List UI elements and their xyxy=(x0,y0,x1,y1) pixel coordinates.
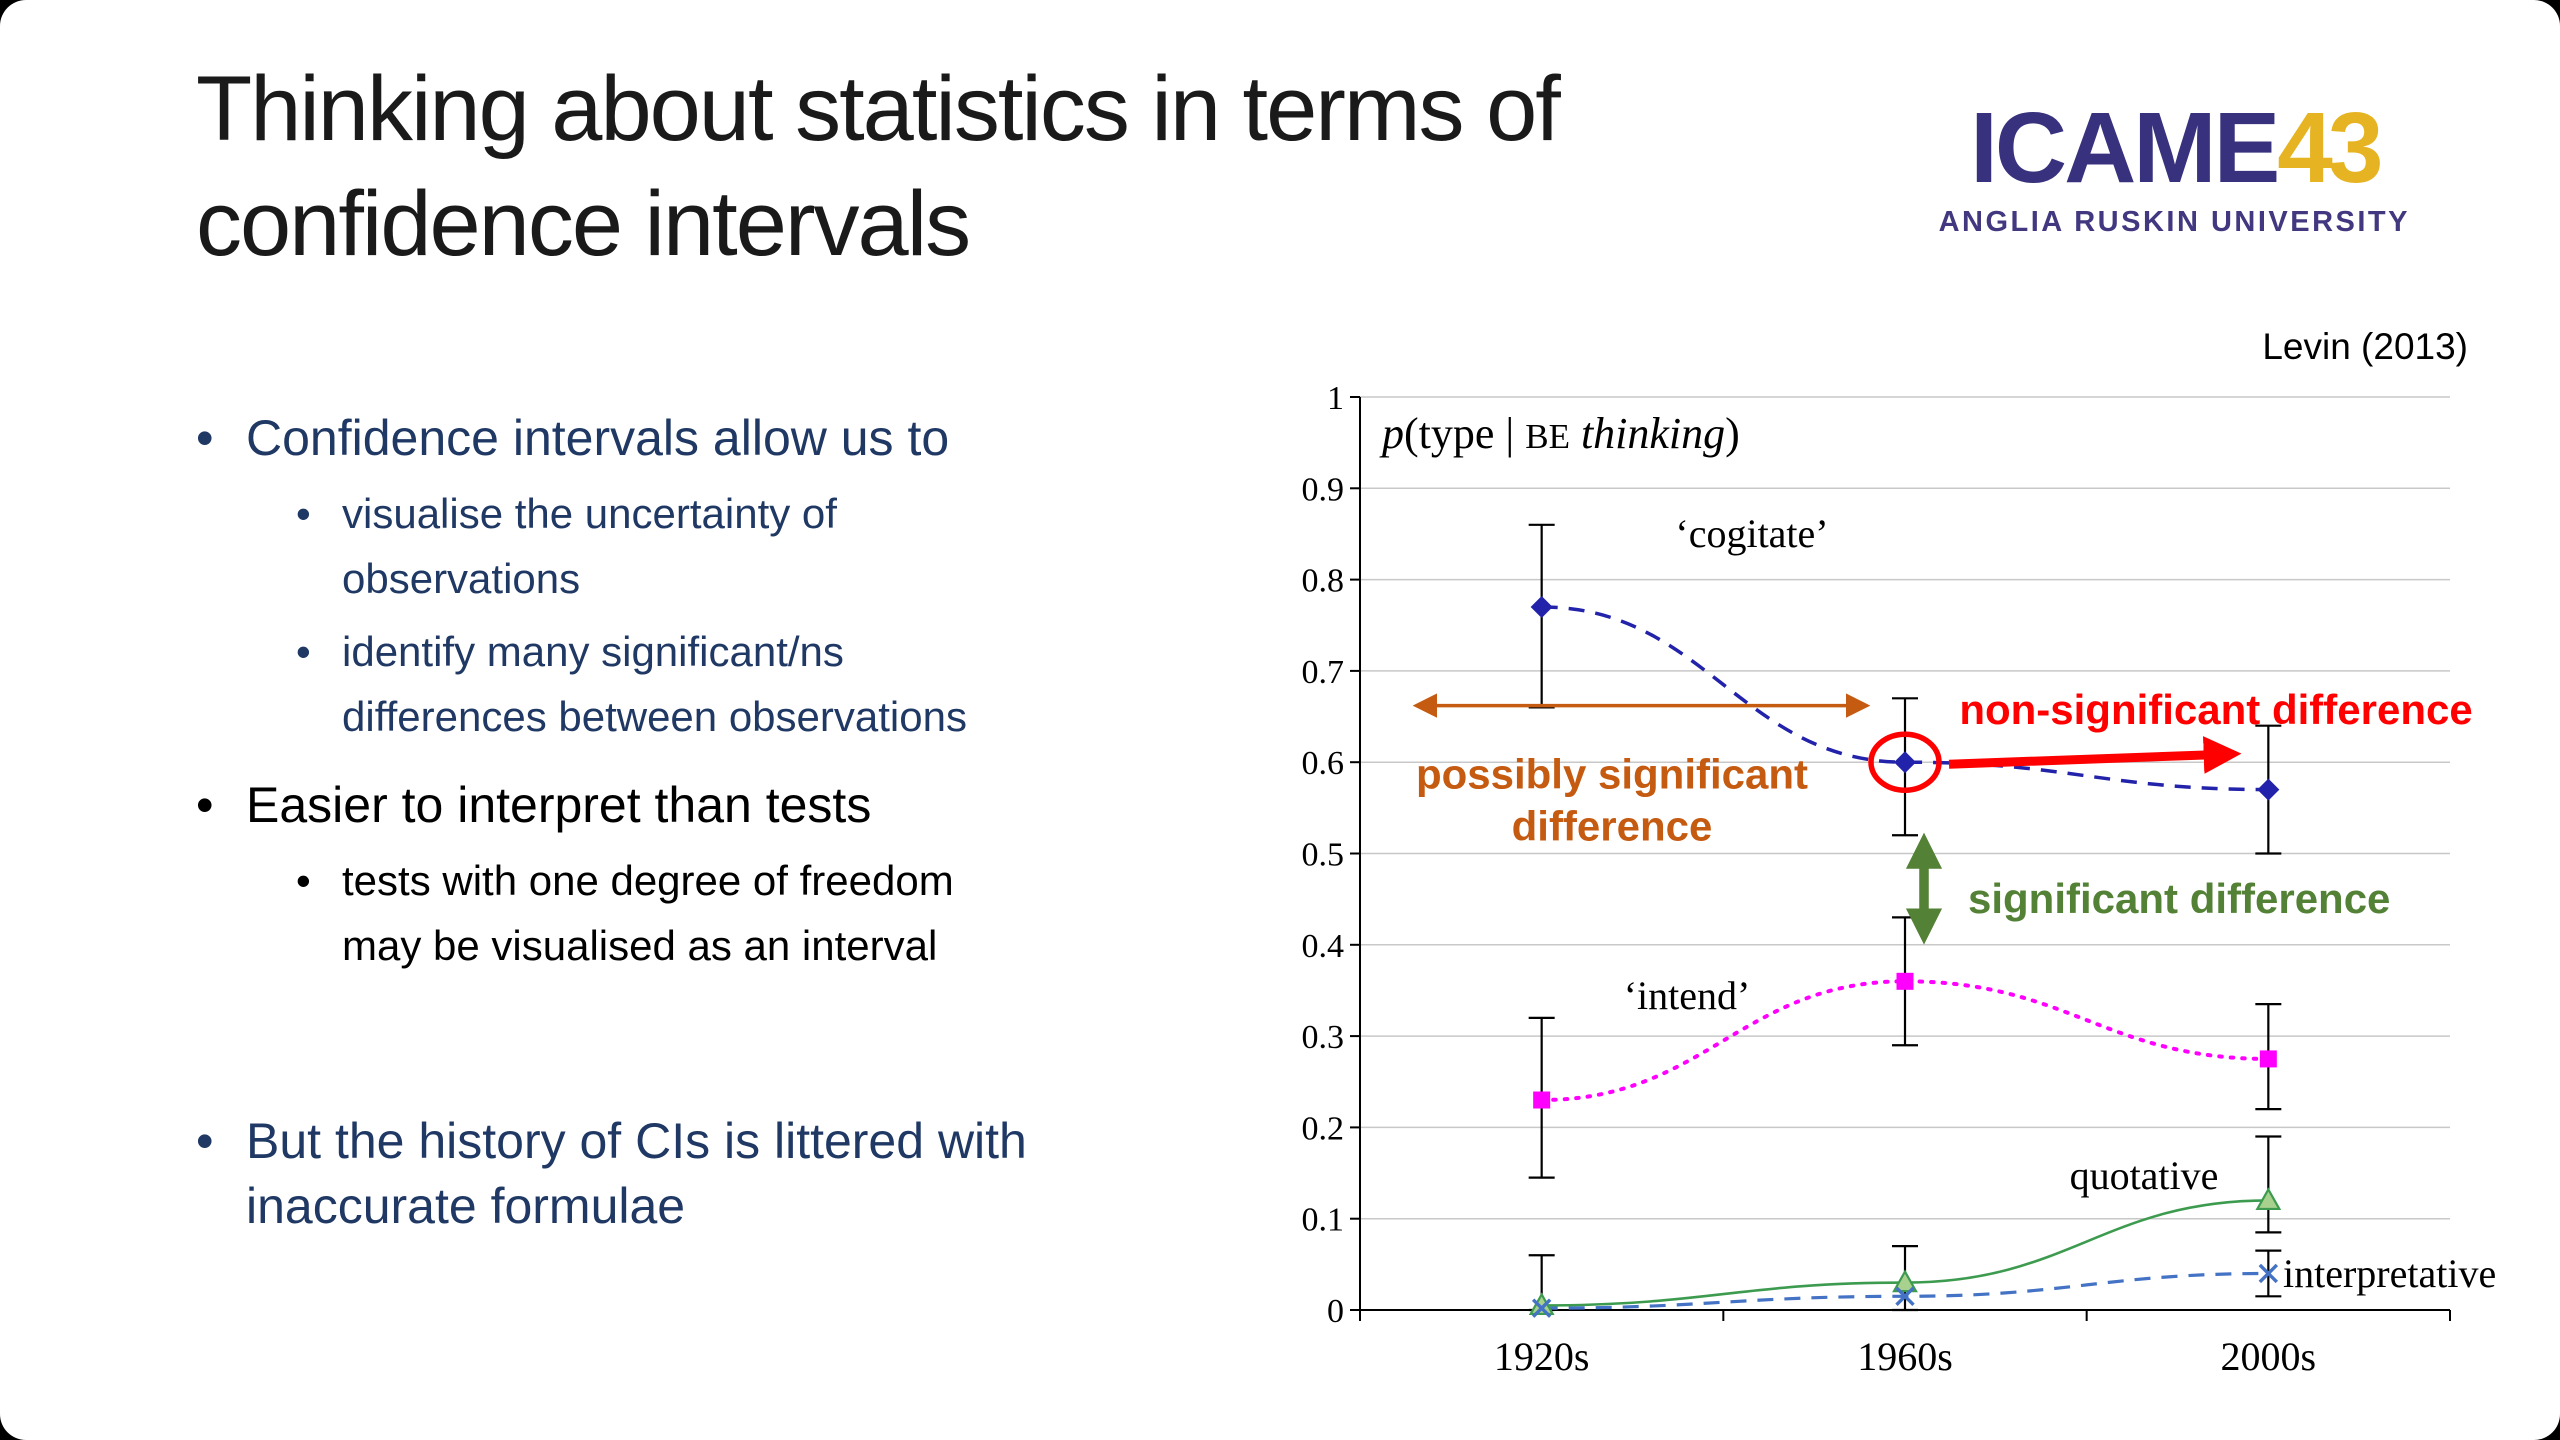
slide-title: Thinking about statistics in terms of co… xyxy=(196,52,1561,282)
bullet-text: identify many significant/ns differences… xyxy=(342,628,967,741)
svg-text:0.2: 0.2 xyxy=(1302,1110,1345,1147)
bullet-text: visualise the uncertainty of observation… xyxy=(342,490,837,603)
bullet-item: • visualise the uncertainty of observatio… xyxy=(296,481,1276,611)
non-significant-label: non-significant difference xyxy=(1959,686,2472,733)
svg-text:0.1: 0.1 xyxy=(1302,1202,1345,1239)
title-line-2: confidence intervals xyxy=(196,173,971,275)
bullet-dot: • xyxy=(296,628,311,676)
bullet-dot: • xyxy=(196,410,214,466)
svg-text:0.6: 0.6 xyxy=(1302,745,1345,782)
y-axis-labels: 0 0.1 0.2 0.3 0.4 0.5 0.6 0.7 0.8 0.9 1 xyxy=(1302,380,1360,1330)
bullet-item: • But the history of CIs is littered with… xyxy=(196,1109,1276,1239)
bullet-text: tests with one degree of freedom may be … xyxy=(342,857,954,970)
bullet-item: • identify many significant/ns difference… xyxy=(296,619,1276,749)
chart-svg: 0 0.1 0.2 0.3 0.4 0.5 0.6 0.7 0.8 0.9 1 1920s 1960s 2… xyxy=(1302,380,2497,1379)
series-markers-cogitate xyxy=(1530,595,2280,801)
bullet-dot: • xyxy=(196,1112,214,1169)
bullet-text: Confidence intervals allow us to xyxy=(246,410,950,466)
bullet-dot: • xyxy=(296,857,311,905)
title-line-1: Thinking about statistics in terms of xyxy=(196,58,1561,160)
svg-text:0: 0 xyxy=(1327,1293,1344,1330)
bullet-text: Easier to interpret than tests xyxy=(246,777,872,834)
svg-text:0.9: 0.9 xyxy=(1302,471,1345,508)
series-label-interpretative: interpretative xyxy=(2283,1251,2496,1296)
chart: 0 0.1 0.2 0.3 0.4 0.5 0.6 0.7 0.8 0.9 1 1920s 1960s 2… xyxy=(1270,372,2560,1432)
svg-text:1: 1 xyxy=(1327,380,1344,417)
svg-text:0.4: 0.4 xyxy=(1302,928,1345,965)
icame-logo-text: ICAME xyxy=(1970,92,2280,204)
bullet-item: • tests with one degree of freedom may be… xyxy=(296,848,1276,978)
bullet-dot: • xyxy=(196,777,214,834)
possibly-significant-label: possibly significant xyxy=(1416,751,1808,798)
bullet-item: • Confidence intervals allow us to xyxy=(196,406,1276,471)
svg-text:0.5: 0.5 xyxy=(1302,837,1345,874)
svg-text:2000s: 2000s xyxy=(2221,1334,2317,1379)
series-markers-interpretative xyxy=(1531,1263,2279,1318)
icame-logo-number: 43 xyxy=(2277,92,2383,204)
bullet-dot: • xyxy=(296,490,311,537)
possibly-significant-label-line2: difference xyxy=(1512,803,1713,850)
levin-citation: Levin (2013) xyxy=(2262,326,2468,367)
icame-wordmark: ICAME43 xyxy=(1939,98,2410,198)
bullet-item: • Easier to interpret than tests xyxy=(196,773,1276,838)
bullet-text: But the history of CIs is littered with … xyxy=(246,1112,1027,1234)
series-markers-quotative xyxy=(1528,1187,2282,1316)
svg-text:1920s: 1920s xyxy=(1494,1334,1590,1379)
series-line-intend xyxy=(1539,979,2271,1103)
icame-logo: ICAME43 ANGLIA RUSKIN UNIVERSITY xyxy=(1939,98,2410,239)
series-label-cogitate: ‘cogitate’ xyxy=(1675,511,1828,556)
series-label-quotative: quotative xyxy=(2070,1153,2219,1198)
svg-text:0.8: 0.8 xyxy=(1302,563,1345,600)
non-significant-arrow xyxy=(1948,736,2242,774)
series-markers-intend xyxy=(1533,972,2277,1109)
svg-text:1960s: 1960s xyxy=(1857,1334,1953,1379)
series-label-intend: ‘intend’ xyxy=(1624,973,1751,1018)
chart-title: p(type | BE thinking) xyxy=(1379,409,1740,458)
bullet-list: • Confidence intervals allow us to • visual… xyxy=(196,382,1276,1249)
x-axis-labels: 1920s 1960s 2000s xyxy=(1494,1334,2316,1379)
svg-text:0.3: 0.3 xyxy=(1302,1019,1345,1056)
svg-text:0.7: 0.7 xyxy=(1302,654,1345,691)
university-name: ANGLIA RUSKIN UNIVERSITY xyxy=(1938,206,2410,238)
significant-label: significant difference xyxy=(1968,875,2390,922)
highlight-circle xyxy=(1868,731,1942,793)
